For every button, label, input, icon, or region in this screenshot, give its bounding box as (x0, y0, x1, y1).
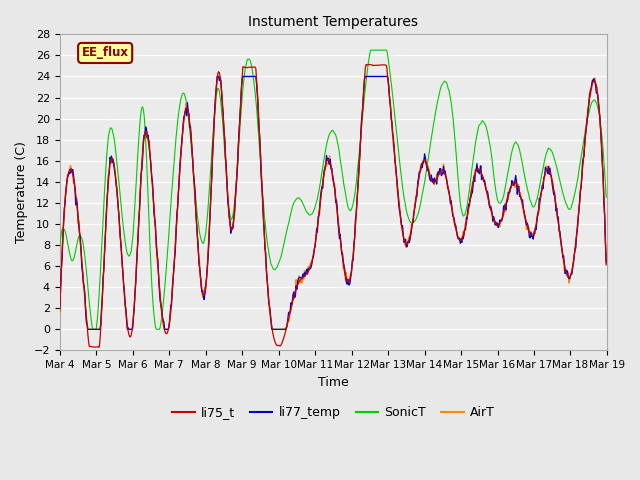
li77_temp (213, 73, 221, 79)
AirT (214, 73, 221, 79)
AirT (123, 314, 131, 320)
SonicT (367, 47, 374, 53)
li77_temp (84, 326, 92, 332)
SonicT (602, 194, 610, 200)
li75_t (365, 61, 373, 67)
SonicT (90, 326, 97, 332)
li75_t (401, 239, 408, 245)
AirT (66, 169, 74, 175)
AirT (56, 312, 63, 317)
Line: SonicT: SonicT (60, 50, 606, 329)
li75_t (207, 189, 215, 195)
AirT (84, 326, 92, 332)
Title: Instument Temperatures: Instument Temperatures (248, 15, 419, 29)
li75_t (123, 317, 131, 323)
Line: li75_t: li75_t (60, 64, 606, 347)
li77_temp (602, 259, 610, 264)
SonicT (123, 248, 131, 254)
Legend: li75_t, li77_temp, SonicT, AirT: li75_t, li77_temp, SonicT, AirT (167, 401, 500, 424)
AirT (602, 260, 610, 266)
li75_t (417, 166, 424, 172)
li77_temp (207, 190, 215, 195)
SonicT (401, 199, 408, 204)
SonicT (417, 200, 424, 205)
SonicT (207, 162, 215, 168)
li77_temp (66, 169, 74, 175)
li75_t (91, 344, 99, 350)
li77_temp (123, 320, 131, 325)
AirT (179, 134, 186, 140)
li77_temp (179, 136, 186, 142)
li75_t (179, 135, 186, 141)
SonicT (66, 250, 74, 256)
AirT (207, 188, 215, 194)
li77_temp (417, 168, 424, 173)
Y-axis label: Temperature (C): Temperature (C) (15, 142, 28, 243)
li75_t (602, 262, 610, 268)
X-axis label: Time: Time (318, 376, 349, 389)
li75_t (56, 308, 63, 314)
AirT (417, 163, 424, 168)
li77_temp (56, 305, 63, 311)
SonicT (179, 92, 186, 97)
Text: EE_flux: EE_flux (82, 47, 129, 60)
Line: AirT: AirT (60, 76, 606, 329)
AirT (401, 242, 408, 248)
Line: li77_temp: li77_temp (60, 76, 606, 329)
li75_t (66, 167, 74, 172)
li77_temp (401, 238, 408, 244)
SonicT (56, 243, 63, 249)
